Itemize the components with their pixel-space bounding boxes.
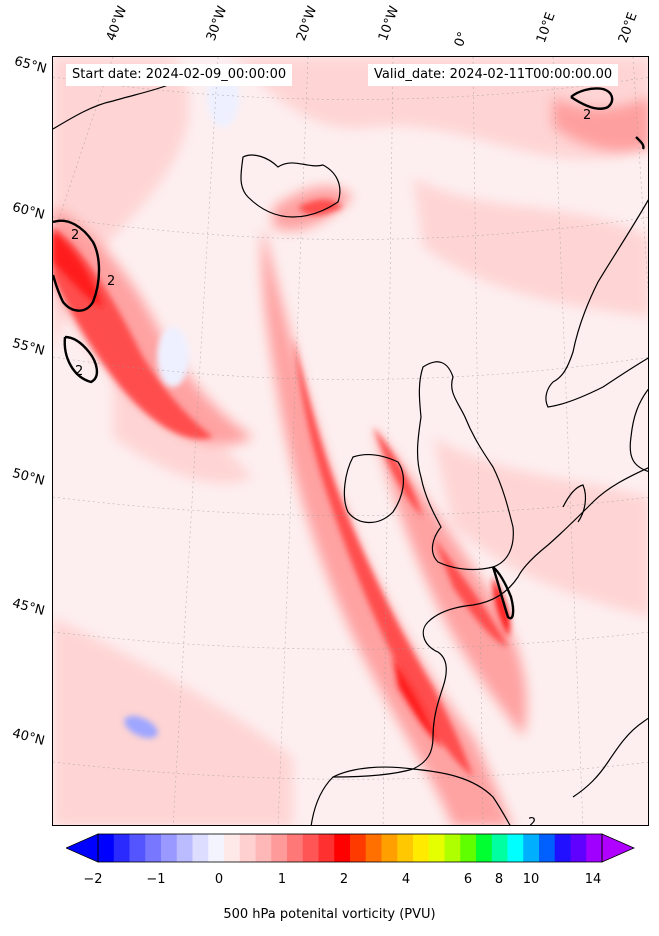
lat-label-45n: 45°N — [10, 596, 47, 619]
colorbar-swatch — [428, 834, 445, 862]
colorbar-label: 500 hPa potenital vorticity (PVU) — [223, 907, 436, 922]
graticule — [53, 57, 648, 825]
colorbar-tick-minus1: −1 — [146, 872, 166, 887]
colorbar-swatch — [413, 834, 430, 862]
colorbar-tick-0: 0 — [214, 872, 224, 887]
pv-intense-core — [53, 232, 510, 747]
colorbar-tick-14: 14 — [584, 872, 602, 887]
colorbar — [66, 833, 635, 863]
colorbar-swatch — [208, 834, 225, 862]
coastline-baltic — [629, 388, 648, 472]
contour-biscay — [491, 566, 515, 620]
colorbar-swatch — [381, 834, 398, 862]
pv-field-map: 2 2 2 2 2 — [53, 57, 648, 826]
colorbar-swatch — [523, 834, 540, 862]
colorbar-swatch — [113, 834, 130, 862]
colorbar-tick-6: 6 — [463, 872, 473, 887]
colorbar-swatch — [255, 834, 272, 862]
colorbar-swatch — [491, 834, 508, 862]
coastlines — [53, 84, 648, 825]
contour-greenland-west — [53, 219, 101, 312]
coastline-ireland — [343, 453, 405, 524]
coastline-denmark — [562, 484, 587, 523]
colorbar-swatch — [397, 834, 414, 862]
colorbar-swatch — [287, 834, 304, 862]
colorbar-swatch — [570, 834, 587, 862]
contour-atlantic-west — [63, 335, 99, 384]
contour-label: 2 — [107, 274, 115, 289]
colorbar-swatch — [539, 834, 556, 862]
contour-label: 2 — [71, 228, 79, 243]
colorbar-swatch — [129, 834, 146, 862]
pv-2-contours — [53, 87, 645, 620]
lon-label-30w: 30°W — [203, 4, 231, 43]
colorbar-swatch — [239, 834, 256, 862]
contour-label: 2 — [75, 364, 83, 379]
pv-light-band — [53, 57, 648, 825]
colorbar-swatch — [444, 834, 461, 862]
colorbar-tick-minus2: −2 — [83, 872, 103, 887]
colorbar-outline — [97, 833, 603, 863]
lon-label-0: 0° — [451, 29, 472, 49]
colorbar-swatch — [365, 834, 382, 862]
colorbar-swatch — [460, 834, 477, 862]
colorbar-swatch — [350, 834, 367, 862]
coastline-greenland — [53, 84, 169, 130]
lon-label-10w: 10°W — [375, 4, 403, 43]
lat-label-60n: 60°N — [10, 200, 47, 223]
lon-label-10e: 10°E — [533, 10, 559, 46]
coastline-iberia — [332, 766, 511, 825]
contour-label: 2 — [528, 816, 536, 826]
start-date-annotation: Start date: 2024-02-09_00:00:00 — [66, 64, 293, 86]
colorbar-tick-10: 10 — [522, 872, 540, 887]
lon-label-20w: 20°W — [293, 4, 321, 43]
contour-north-sea — [570, 87, 614, 110]
lat-label-40n: 40°N — [10, 726, 47, 749]
colorbar-swatch — [554, 834, 571, 862]
colorbar-swatch — [98, 834, 115, 862]
lon-label-20e: 20°E — [615, 10, 641, 46]
colorbar-swatch — [302, 834, 319, 862]
colorbar-swatch — [176, 834, 193, 862]
colorbar-tick-8: 8 — [494, 872, 504, 887]
colorbar-swatch — [318, 834, 335, 862]
colorbar-swatch — [192, 834, 209, 862]
contour-labels: 2 2 2 2 2 — [71, 108, 591, 826]
valid-date-annotation: Valid_date: 2024-02-11T00:00:00.00 — [368, 64, 619, 86]
colorbar-max-arrow — [601, 833, 635, 863]
contour-label: 2 — [583, 108, 591, 123]
colorbar-swatch — [586, 834, 603, 862]
coastline-europe — [310, 467, 648, 825]
colorbar-swatch — [224, 834, 241, 862]
coastline-iceland — [240, 154, 341, 218]
coastline-italy — [572, 717, 648, 798]
colorbar-tick-4: 4 — [401, 872, 411, 887]
colorbar-swatch — [507, 834, 524, 862]
lat-label-65n: 65°N — [12, 54, 49, 77]
coastline-scandinavia — [545, 199, 648, 408]
pv-strong-band — [53, 199, 508, 777]
colorbar-swatch — [271, 834, 288, 862]
colorbar-swatch — [334, 834, 351, 862]
lon-label-40w: 40°W — [103, 4, 131, 43]
contour-iceland-east — [635, 136, 645, 150]
colorbar-tick-2: 2 — [339, 872, 349, 887]
map-panel: 2 2 2 2 2 — [52, 56, 649, 826]
colorbar-swatch — [476, 834, 493, 862]
colorbar-swatch — [161, 834, 178, 862]
colorbar-tick-1: 1 — [277, 872, 287, 887]
colorbar-swatches — [98, 834, 603, 862]
colorbar-swatch — [145, 834, 162, 862]
lat-label-55n: 55°N — [10, 336, 47, 359]
colorbar-min-arrow — [66, 833, 99, 863]
lat-label-50n: 50°N — [10, 466, 47, 489]
